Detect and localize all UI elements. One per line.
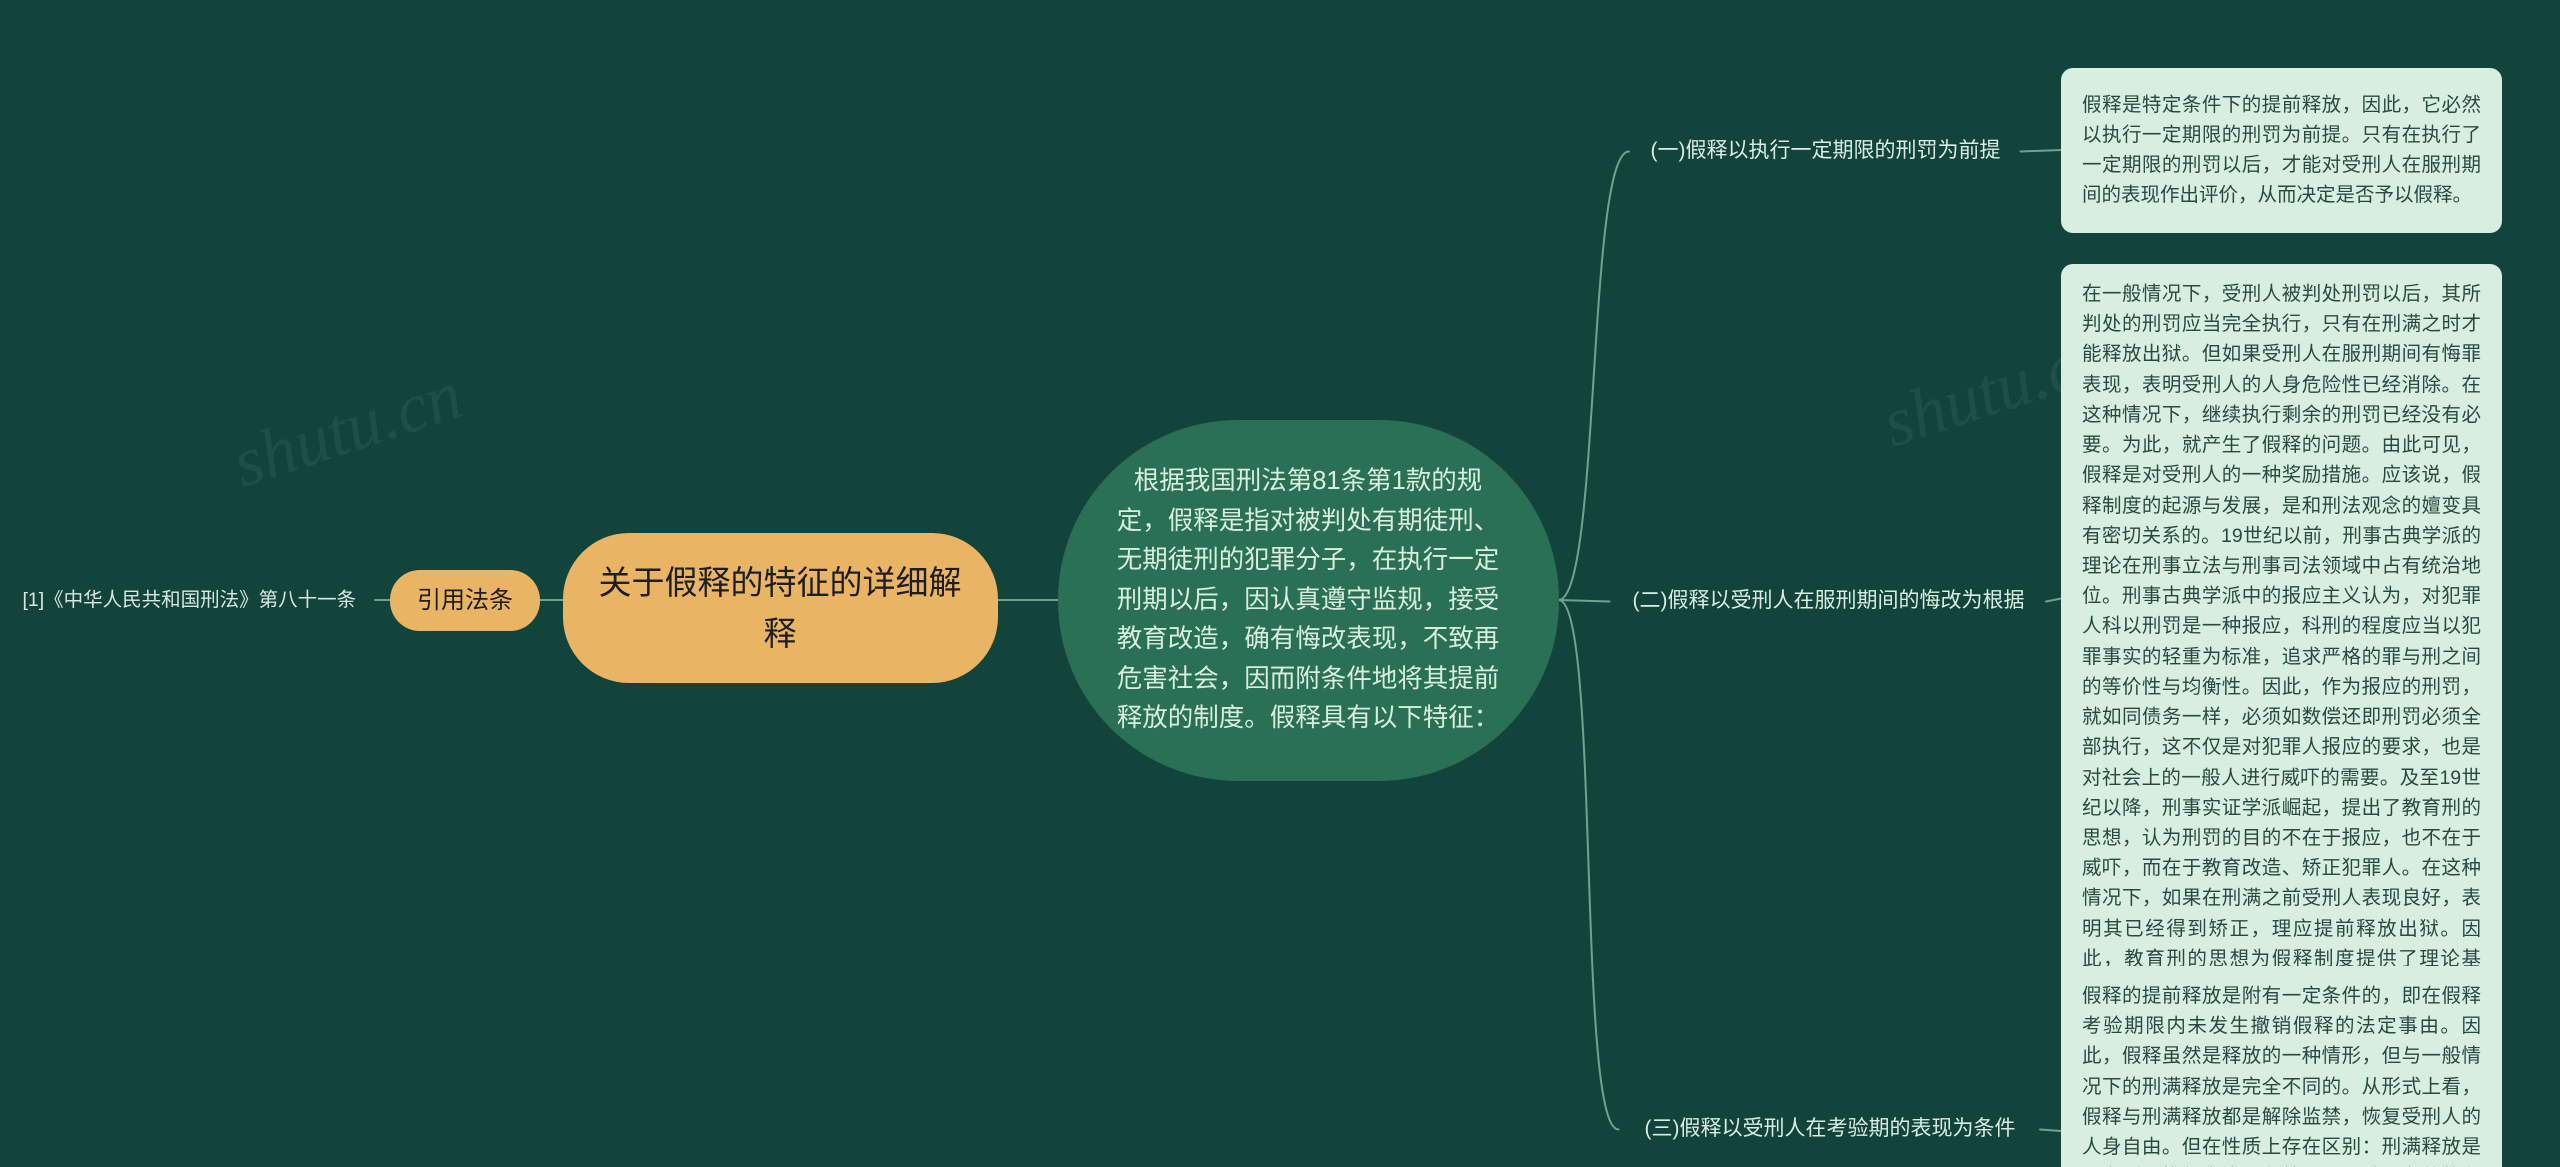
root-node[interactable]: 关于假释的特征的详细解释 xyxy=(563,533,998,683)
feature-3-body-text: 假释的提前释放是附有一定条件的，即在假释考验期限内未发生撤销假释的法定事由。因此… xyxy=(2082,981,2481,1167)
ref-law-node[interactable]: 引用法条 xyxy=(390,570,540,631)
feature-3-body[interactable]: 假释的提前释放是附有一定条件的，即在假释考验期限内未发生撤销假释的法定事由。因此… xyxy=(2061,966,2502,1167)
feature-1-label-text: (一)假释以执行一定期限的刑罚为前提 xyxy=(1631,135,2021,168)
feature-3-label-text: (三)假释以受刑人在考验期的表现为条件 xyxy=(1620,1113,2040,1146)
feature-1-label[interactable]: (一)假释以执行一定期限的刑罚为前提 xyxy=(1631,135,2021,168)
definition-node[interactable]: 根据我国刑法第81条第1款的规定，假释是指对被判处有期徒刑、无期徒刑的犯罪分子，… xyxy=(1058,420,1559,781)
feature-2-body[interactable]: 在一般情况下，受刑人被判处刑罚以后，其所判处的刑罚应当完全执行，只有在刑满之时才… xyxy=(2061,264,2502,1049)
feature-1-body[interactable]: 假释是特定条件下的提前释放，因此，它必然以执行一定期限的刑罚为前提。只有在执行了… xyxy=(2061,68,2502,233)
definition-text: 根据我国刑法第81条第1款的规定，假释是指对被判处有期徒刑、无期徒刑的犯罪分子，… xyxy=(1112,462,1505,739)
feature-3-label[interactable]: (三)假释以受刑人在考验期的表现为条件 xyxy=(1620,1113,2040,1146)
watermark: shutu.cn xyxy=(223,356,471,505)
mindmap-canvas: shutu.cn shutu.cn 关于假释的特征的详细解释 引用法条 [1]《… xyxy=(0,0,2560,1167)
root-node-text: 关于假释的特征的详细解释 xyxy=(599,557,962,659)
ref-law-text: 引用法条 xyxy=(408,582,522,619)
ref-law-item[interactable]: [1]《中华人民共和国刑法》第八十一条 xyxy=(23,584,376,617)
ref-law-item-text: [1]《中华人民共和国刑法》第八十一条 xyxy=(23,585,376,615)
feature-2-label-text: (二)假释以受刑人在服刑期间的悔改为根据 xyxy=(1611,585,2046,618)
feature-1-body-text: 假释是特定条件下的提前释放，因此，它必然以执行一定期限的刑罚为前提。只有在执行了… xyxy=(2082,90,2481,211)
feature-2-label[interactable]: (二)假释以受刑人在服刑期间的悔改为根据 xyxy=(1611,585,2046,618)
feature-2-body-text: 在一般情况下，受刑人被判处刑罚以后，其所判处的刑罚应当完全执行，只有在刑满之时才… xyxy=(2082,279,2481,1034)
